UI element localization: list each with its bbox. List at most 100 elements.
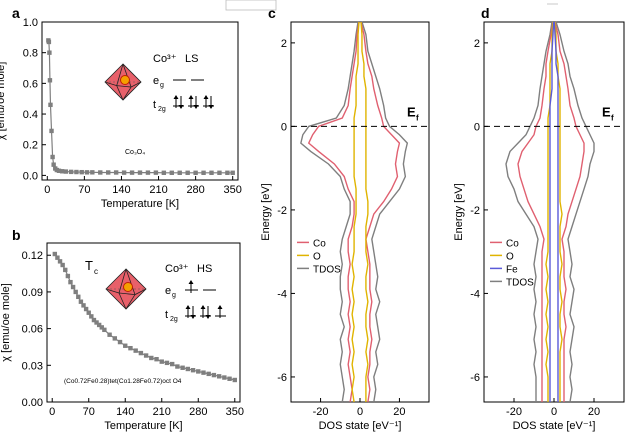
legend-label: Co — [506, 238, 519, 249]
y-tick-label: -2 — [277, 205, 287, 217]
x-tick-label: 350 — [224, 184, 242, 196]
legend-label: O — [506, 251, 514, 262]
data-point — [83, 306, 89, 312]
data-point — [76, 294, 81, 300]
dos-tdos-down — [300, 21, 359, 403]
spin-down-arrow-head — [193, 105, 199, 109]
data-point — [137, 170, 143, 175]
data-point — [227, 376, 232, 381]
y-tick-label: 1.0 — [23, 17, 38, 29]
data-point — [129, 170, 135, 175]
x-tick-label: -20 — [506, 406, 522, 418]
panel-letter: b — [12, 227, 21, 243]
data-point — [63, 267, 68, 273]
data-point — [68, 279, 73, 285]
y-axis-label: χ [emu/oe mole] — [0, 62, 7, 141]
cobalt-atom — [120, 75, 130, 85]
data-point — [196, 369, 201, 374]
y-tick-label: -4 — [277, 288, 287, 300]
dos-o-up — [360, 21, 369, 402]
x-axis-label: DOS state [eV⁻¹] — [319, 420, 402, 432]
sample-label: Co₃O₄ — [125, 149, 145, 156]
eg-subscript: g — [172, 292, 176, 299]
octahedron-edge — [118, 292, 136, 295]
x-tick-label: 0 — [551, 406, 557, 418]
data-point — [225, 170, 230, 175]
dos-co-down — [307, 21, 360, 403]
data-point — [153, 170, 159, 175]
x-tick-label: 140 — [112, 184, 130, 196]
t2g-subscript: 2g — [170, 316, 178, 323]
data-point — [59, 169, 65, 174]
x-axis-label: Temperature [K] — [101, 198, 179, 210]
x-tick-label: 280 — [189, 406, 207, 418]
x-tick-label: 210 — [149, 184, 167, 196]
tc-label: T — [85, 258, 93, 273]
tc-subscript: c — [94, 267, 98, 276]
data-point — [185, 366, 191, 372]
spin-down-arrow-head — [190, 315, 196, 319]
eg-subscript: g — [160, 82, 164, 89]
y-axis-label: Energy [eV] — [453, 183, 465, 240]
dos-tdos-up — [555, 21, 595, 403]
data-point — [48, 102, 53, 108]
data-point — [91, 317, 97, 323]
octahedron-edge — [125, 268, 136, 295]
octahedron-edge — [122, 86, 132, 101]
data-point — [89, 314, 94, 319]
data-point — [164, 360, 170, 366]
octahedron-edge — [118, 292, 127, 310]
octahedron-edge — [130, 81, 142, 88]
y-tick-label: 0.8 — [23, 48, 38, 60]
dos-o-down — [545, 21, 554, 402]
y-axis-label: Energy [eV] — [260, 183, 272, 240]
spin-state-label: HS — [197, 263, 212, 275]
data-point — [201, 370, 206, 375]
y-tick-label: -4 — [470, 288, 480, 300]
t2g-label: t — [165, 309, 168, 321]
spin-up-arrow-head — [203, 95, 209, 99]
spin-down-arrow-head — [208, 105, 214, 109]
data-point — [46, 39, 52, 45]
data-point — [159, 359, 164, 364]
page-fragment — [225, 0, 277, 11]
fermi-label: E — [407, 104, 416, 119]
data-point — [47, 50, 52, 55]
data-point — [106, 170, 111, 175]
spin-up-arrow-head — [188, 280, 194, 284]
y-tick-label: 0.0 — [23, 170, 38, 182]
data-point — [149, 355, 154, 361]
data-point — [123, 343, 128, 348]
t2g-subscript: 2g — [158, 106, 166, 113]
panel-letter: d — [481, 5, 490, 21]
dos-fe-down — [549, 21, 555, 402]
data-point — [86, 310, 91, 315]
data-point — [107, 332, 112, 337]
data-point — [154, 356, 159, 362]
data-point — [133, 348, 138, 353]
y-tick-label: 0.4 — [23, 109, 38, 121]
data-point — [169, 170, 174, 175]
data-point — [81, 303, 86, 308]
panel-a-frame — [41, 21, 239, 181]
x-tick-label: 20 — [588, 406, 600, 418]
dos-o-down — [351, 21, 360, 403]
legend-label: Co — [313, 238, 326, 249]
dos-tdos-down — [505, 21, 553, 402]
legend-label: O — [313, 251, 321, 262]
x-tick-label: 350 — [226, 406, 244, 418]
data-point — [73, 289, 78, 295]
y-axis-label: χ [emu/oe mole] — [0, 283, 12, 362]
data-point — [128, 345, 133, 351]
data-point — [90, 170, 95, 175]
octahedron-edge — [118, 268, 127, 294]
spin-up-arrow-head — [217, 305, 223, 309]
x-tick-label: 210 — [153, 406, 171, 418]
data-point — [138, 350, 144, 356]
panel-b-frame — [46, 242, 241, 403]
x-tick-label: 0 — [49, 406, 55, 418]
panel-c-frame — [290, 21, 430, 403]
t2g-label: t — [153, 99, 156, 111]
legend-label: TDOS — [313, 264, 341, 275]
